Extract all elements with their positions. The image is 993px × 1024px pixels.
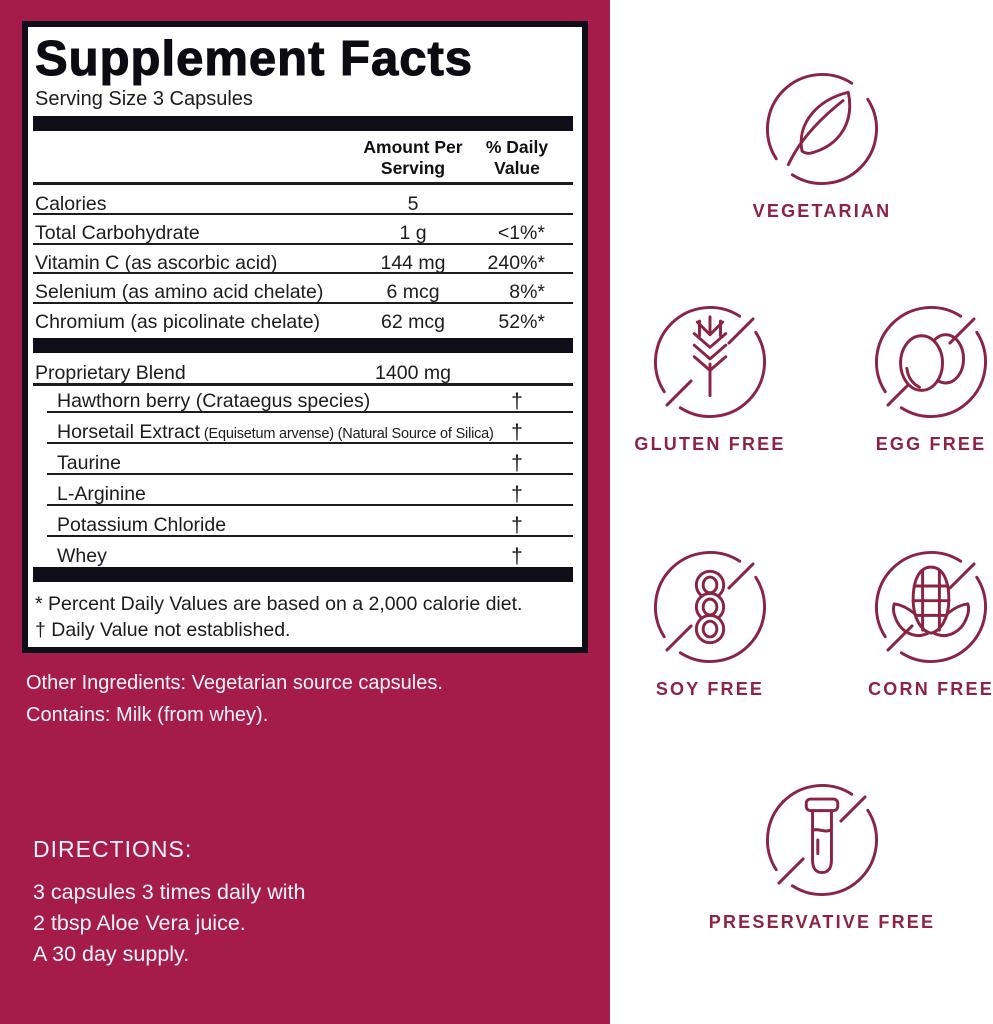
column-header-amount: Amount Per Serving [363, 137, 463, 178]
blend-header-row: Proprietary Blend 1400 mg [35, 362, 451, 384]
divider-line [33, 302, 573, 304]
serving-size: Serving Size 3 Capsules [35, 88, 253, 110]
footnote-percent-dv: * Percent Daily Values are based on a 2,… [35, 593, 523, 615]
divider-bar [33, 338, 573, 353]
nutrient-row: Vitamin C (as ascorbic acid) 144 mg 240%… [35, 252, 545, 274]
footnote-dagger: † Daily Value not established. [35, 619, 291, 641]
divider-line [47, 504, 573, 506]
contains-statement: Contains: Milk (from whey). [26, 704, 269, 726]
badge-label: PRESERVATIVE FREE [708, 912, 936, 932]
blend-item-row: Hawthorn berry (Crataegus species) † [28, 390, 582, 416]
nutrient-row: Selenium (as amino acid chelate) 6 mcg 8… [35, 281, 545, 303]
blend-item-row: Taurine † [28, 452, 582, 478]
divider-line [47, 535, 573, 537]
blend-item-row: Horsetail Extract (Equisetum arvense) (N… [28, 421, 582, 447]
badge-egg-free: EGG FREE [811, 299, 993, 455]
panel-title: Supplement Facts [34, 31, 474, 86]
supplement-facts-panel: Supplement Facts Serving Size 3 Capsules… [22, 21, 588, 653]
badge-soy-free: SOY FREE [590, 544, 830, 700]
wheat-icon [654, 306, 766, 418]
blend-item-row: L-Arginine † [28, 483, 582, 509]
badge-label: CORN FREE [868, 679, 993, 699]
nutrient-row: Calories 5 [35, 193, 419, 215]
divider-line [33, 182, 573, 185]
other-ingredients: Other Ingredients: Vegetarian source cap… [26, 672, 443, 694]
divider-line [33, 383, 573, 386]
leaf-icon [766, 73, 878, 185]
badge-gluten-free: GLUTEN FREE [590, 299, 830, 455]
badge-label: EGG FREE [875, 434, 987, 454]
blend-item-row: Potassium Chloride † [28, 514, 582, 540]
directions-line: A 30 day supply. [33, 942, 190, 966]
egg-icon [875, 306, 987, 418]
divider-line [47, 442, 573, 444]
daily-value-dagger: † [511, 514, 523, 537]
badge-corn-free: CORN FREE [811, 544, 993, 700]
badge-label: VEGETARIAN [752, 201, 892, 221]
soybean-icon [654, 551, 766, 663]
divider-line [33, 272, 573, 274]
nutrient-row: Chromium (as picolinate chelate) 62 mcg … [35, 311, 545, 333]
column-header-dv: % Daily Value [485, 137, 549, 178]
divider-line [33, 213, 573, 215]
blend-item-row: Whey † [28, 545, 582, 571]
divider-line [47, 411, 573, 413]
directions-line: 3 capsules 3 times daily with [33, 880, 306, 904]
daily-value-dagger: † [511, 390, 523, 413]
divider-bar [33, 567, 573, 582]
nutrient-row: Total Carbohydrate 1 g <1%* [35, 222, 545, 244]
daily-value-dagger: † [511, 483, 523, 506]
directions-line: 2 tbsp Aloe Vera juice. [33, 911, 246, 935]
badge-vegetarian: VEGETARIAN [702, 66, 942, 222]
daily-value-dagger: † [511, 545, 523, 568]
directions-heading: DIRECTIONS: [33, 836, 193, 862]
badge-label: GLUTEN FREE [634, 434, 786, 454]
daily-value-dagger: † [511, 421, 523, 444]
daily-value-dagger: † [511, 452, 523, 475]
badge-label: SOY FREE [655, 679, 765, 699]
badge-preservative-free: PRESERVATIVE FREE [702, 777, 942, 933]
corn-icon [875, 551, 987, 663]
test-tube-icon [766, 784, 878, 896]
divider-line [33, 243, 573, 245]
divider-bar [33, 116, 573, 131]
divider-line [47, 473, 573, 475]
